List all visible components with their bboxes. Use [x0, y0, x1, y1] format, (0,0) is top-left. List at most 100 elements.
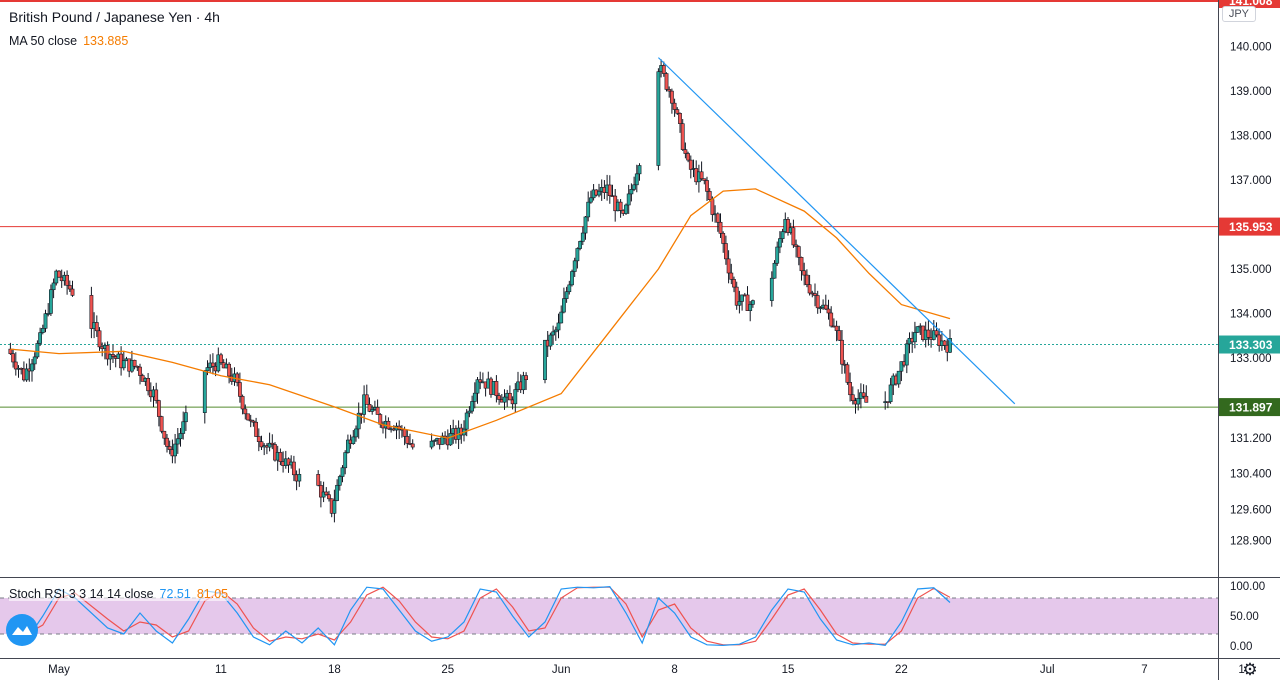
candle-body	[829, 312, 834, 327]
candle-body	[772, 262, 777, 279]
candle-body	[502, 396, 507, 403]
candle-body	[861, 392, 866, 397]
candle-body	[948, 338, 952, 353]
candle-body	[89, 295, 94, 329]
candle-body	[472, 392, 477, 402]
candle-body	[845, 364, 850, 383]
ma-legend[interactable]: MA 50 close 133.885	[9, 34, 128, 48]
last-price-badge-bg	[1219, 335, 1280, 354]
price-tick-label: 135.000	[1230, 264, 1272, 276]
candle-body	[837, 330, 842, 341]
time-tick-label: Jun	[552, 664, 571, 676]
candle-body	[375, 407, 380, 415]
candle-body	[138, 366, 142, 376]
candle-body	[840, 339, 844, 365]
candle-body	[791, 227, 796, 246]
candle-body	[278, 452, 283, 462]
candle-body	[246, 413, 250, 421]
stoch-d-line	[10, 586, 951, 646]
candle-body	[553, 329, 558, 333]
candle-body	[70, 288, 75, 296]
candle-body	[219, 354, 223, 363]
top-price-badge: 141.008	[1229, 0, 1273, 8]
ma-value: 133.885	[83, 34, 129, 48]
price-tick-label: 139.000	[1230, 86, 1272, 98]
candle-body	[678, 113, 682, 124]
time-tick-label: 1	[1238, 664, 1244, 676]
candle-body	[46, 313, 51, 315]
candle-body	[248, 419, 253, 422]
settings-gear-icon[interactable]: ⚙	[1242, 660, 1258, 679]
candle-body	[30, 363, 34, 372]
candle-body	[580, 232, 585, 242]
price-tick-label: 130.400	[1230, 469, 1272, 481]
price-tick-label: 137.000	[1230, 175, 1272, 187]
candle-body	[297, 474, 302, 482]
candle-body	[335, 484, 340, 501]
candle-body	[664, 73, 669, 90]
candle-body	[705, 180, 709, 192]
candle-body	[675, 109, 680, 114]
candle-body	[926, 329, 931, 338]
candle-body	[815, 295, 820, 309]
candle-body	[11, 353, 16, 363]
tradingview-logo-icon[interactable]	[6, 614, 38, 646]
candle-body	[588, 197, 593, 203]
candle-body	[181, 421, 186, 434]
time-tick-label: 25	[441, 664, 454, 676]
time-tick-label: Jul	[1040, 664, 1055, 676]
candle-body	[826, 308, 831, 314]
candle-body	[707, 191, 712, 200]
candle-body	[888, 384, 893, 403]
candle-body	[173, 443, 178, 457]
candle-body	[254, 421, 259, 437]
resistance-price-badge-bg	[1219, 217, 1280, 236]
candle-body	[715, 213, 720, 223]
candle-body	[729, 272, 734, 280]
candle-body	[740, 294, 745, 302]
candle-body	[470, 401, 475, 412]
candle-body	[251, 420, 256, 423]
candle-body	[796, 246, 801, 258]
candle-body	[848, 382, 853, 396]
candle-body	[267, 442, 272, 448]
candle-body	[629, 189, 634, 195]
candle-body	[618, 201, 623, 211]
stoch-tick-label: 50.00	[1230, 611, 1259, 623]
candle-body	[38, 332, 43, 344]
symbol-title[interactable]: British Pound / Japanese Yen · 4h	[9, 9, 220, 25]
candle-body	[167, 446, 172, 450]
candle-body	[915, 326, 920, 333]
time-tick-label: May	[48, 664, 70, 676]
candle-body	[856, 398, 861, 405]
candle-body	[162, 430, 167, 439]
trendline	[657, 57, 1016, 405]
support-price-badge: 131.897	[1229, 401, 1273, 415]
candle-body	[43, 313, 48, 329]
candle-body	[718, 221, 723, 234]
price-tick-label: 140.000	[1230, 42, 1272, 54]
candle-body	[497, 395, 502, 400]
stoch-tick-label: 0.00	[1230, 641, 1252, 653]
stoch-rsi-legend[interactable]: Stoch RSI 3 3 14 14 close 72.51 81.05	[9, 587, 229, 601]
candle-body	[318, 485, 323, 498]
candle-body	[586, 201, 591, 218]
candle-body	[556, 322, 561, 331]
candle-body	[370, 409, 375, 412]
candle-body	[543, 339, 547, 380]
currency-tag: JPY	[1221, 6, 1256, 22]
candle-body	[165, 437, 169, 447]
candle-body	[802, 270, 807, 276]
candle-body	[410, 443, 415, 448]
ma-label: MA 50 close	[9, 34, 78, 48]
candle-body	[904, 343, 909, 366]
candle-body	[67, 285, 72, 290]
candle-body	[432, 440, 437, 442]
candle-body	[723, 243, 728, 260]
candle-body	[688, 159, 693, 170]
candle-body	[178, 433, 183, 440]
price-tick-label: 128.900	[1230, 535, 1272, 547]
